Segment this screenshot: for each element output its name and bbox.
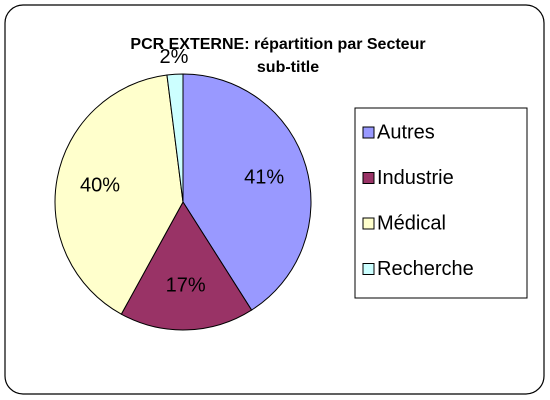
- legend-swatch: [362, 126, 375, 139]
- chart-title: PCR EXTERNE: répartition par Secteur: [130, 36, 425, 53]
- pie-slice: [54, 74, 184, 315]
- data-label: 2%: [159, 46, 188, 68]
- legend-label: Médical: [377, 212, 446, 234]
- legend-label: Recherche: [377, 258, 474, 280]
- chart-subtitle: sub-title: [257, 59, 319, 76]
- data-label: 40%: [80, 174, 120, 196]
- legend-swatch: [362, 172, 375, 184]
- legend-box: [354, 107, 528, 299]
- legend-swatch: [362, 217, 375, 230]
- data-label: 17%: [166, 275, 206, 297]
- pie-slice: [166, 73, 184, 203]
- legend-label: Autres: [377, 121, 435, 143]
- legend-swatch: [362, 263, 375, 275]
- legend-label: Industrie: [377, 167, 454, 189]
- data-label: 41%: [244, 167, 284, 189]
- pie-slice: [182, 73, 312, 311]
- pie-slice: [120, 201, 253, 331]
